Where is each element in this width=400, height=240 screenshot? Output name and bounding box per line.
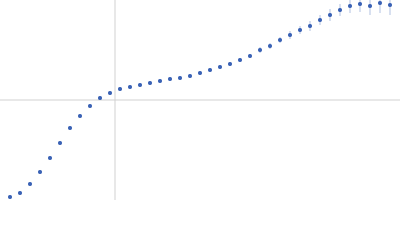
- point: [268, 44, 272, 48]
- point: [248, 54, 252, 58]
- point: [68, 126, 72, 130]
- point: [158, 79, 162, 83]
- point: [288, 33, 292, 37]
- point: [238, 58, 242, 62]
- point: [38, 170, 42, 174]
- point: [358, 2, 362, 6]
- point: [78, 114, 82, 118]
- point: [8, 195, 12, 199]
- point: [218, 65, 222, 69]
- point: [98, 96, 102, 100]
- point: [228, 62, 232, 66]
- point: [198, 71, 202, 75]
- point: [28, 182, 32, 186]
- point: [118, 87, 122, 91]
- point: [108, 91, 112, 95]
- point: [388, 3, 392, 7]
- point: [188, 74, 192, 78]
- point: [298, 28, 302, 32]
- point: [178, 76, 182, 80]
- point: [58, 141, 62, 145]
- point: [318, 18, 322, 22]
- point: [128, 85, 132, 89]
- point: [348, 4, 352, 8]
- point: [148, 81, 152, 85]
- point: [368, 4, 372, 8]
- point: [48, 156, 52, 160]
- point: [338, 8, 342, 12]
- point: [278, 38, 282, 42]
- point: [208, 68, 212, 72]
- point: [328, 13, 332, 17]
- point: [378, 1, 382, 5]
- point: [168, 77, 172, 81]
- point: [88, 104, 92, 108]
- point: [308, 24, 312, 28]
- point: [138, 83, 142, 87]
- chart: [0, 0, 400, 200]
- point: [258, 48, 262, 52]
- point: [18, 191, 22, 195]
